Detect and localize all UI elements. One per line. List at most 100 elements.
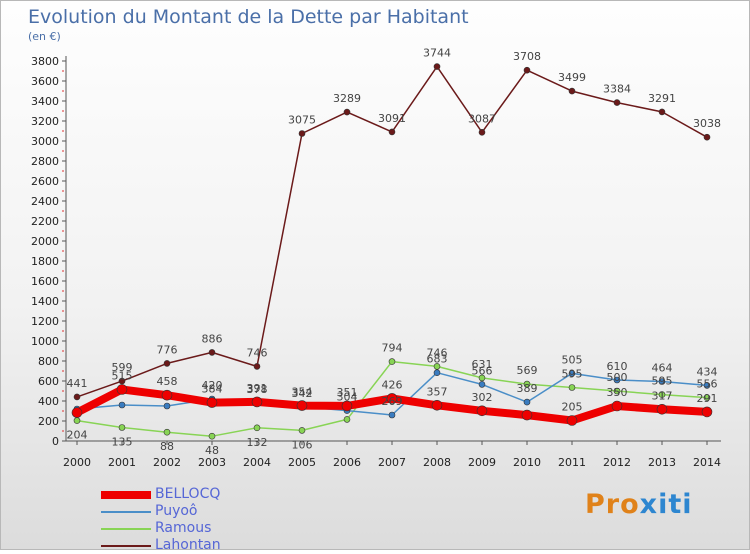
y-tick-label: 1200 (31, 315, 59, 328)
data-point-puyoo (703, 382, 711, 389)
data-point-bellocq (251, 396, 263, 408)
y-tick-label: 1400 (31, 295, 59, 308)
y-minor-tick (62, 270, 64, 272)
data-label-puyoo: 269 (382, 395, 403, 408)
data-label-ramous: 500 (607, 371, 628, 384)
y-minor-tick (62, 170, 64, 172)
data-point-bellocq (116, 384, 128, 395)
data-point-ramous (298, 427, 306, 434)
data-label-lahontan: 599 (112, 361, 133, 374)
y-minor-tick (62, 250, 64, 252)
data-point-lahontan (73, 393, 81, 401)
y-tick-label: 400 (38, 395, 59, 408)
data-label-bellocq: 458 (157, 375, 178, 388)
data-label-lahontan: 3075 (288, 114, 316, 127)
data-label-ramous: 135 (112, 436, 133, 449)
data-label-bellocq: 291 (697, 392, 718, 405)
data-label-puyoo: 566 (472, 364, 493, 377)
y-minor-tick (62, 90, 64, 92)
y-tick-label: 3600 (31, 75, 59, 88)
y-tick-label: 1600 (31, 275, 59, 288)
data-point-lahontan (163, 360, 171, 367)
data-label-puyoo: 434 (697, 365, 718, 378)
x-tick-label: 2013 (648, 456, 676, 469)
x-tick-label: 2011 (558, 456, 586, 469)
data-point-bellocq (521, 409, 533, 421)
data-point-ramous (73, 417, 81, 424)
data-label-puyoo: 610 (607, 360, 628, 373)
data-label-bellocq: 391 (247, 382, 268, 395)
data-label-puyoo: 342 (292, 387, 313, 400)
y-tick-label: 3200 (31, 115, 59, 128)
data-label-lahontan: 3708 (513, 50, 541, 63)
x-tick-label: 2005 (288, 456, 316, 469)
data-point-lahontan (568, 87, 576, 95)
legend-label: Lahontan (155, 537, 221, 553)
y-minor-tick (62, 70, 64, 72)
data-point-bellocq (341, 400, 353, 412)
data-label-puyoo: 304 (337, 391, 358, 404)
data-point-lahontan (658, 108, 666, 116)
data-point-lahontan (343, 108, 351, 116)
data-point-puyoo (433, 369, 441, 377)
data-label-ramous: 556 (697, 378, 718, 391)
data-label-lahontan: 3291 (648, 92, 676, 105)
y-minor-tick (62, 290, 64, 292)
x-tick-label: 2000 (63, 456, 91, 469)
data-point-lahontan (433, 63, 441, 70)
data-point-bellocq (656, 403, 668, 415)
legend-swatch (101, 511, 151, 513)
x-tick-label: 2009 (468, 456, 496, 469)
y-minor-tick (62, 110, 64, 112)
legend-label: Ramous (155, 520, 212, 536)
y-tick-label: 3800 (31, 55, 59, 68)
data-point-bellocq (161, 389, 173, 401)
data-point-ramous (568, 384, 576, 391)
x-tick-label: 2002 (153, 456, 181, 469)
x-tick-label: 2014 (693, 456, 721, 469)
data-label-ramous: 794 (382, 342, 403, 355)
x-tick-label: 2008 (423, 456, 451, 469)
y-minor-tick (62, 330, 64, 332)
y-tick-label: 600 (38, 375, 59, 388)
data-label-ramous: 132 (247, 436, 268, 449)
data-point-ramous (658, 391, 666, 398)
data-point-puyoo (478, 381, 486, 388)
data-point-bellocq (206, 397, 218, 408)
data-label-lahontan: 3087 (468, 112, 496, 125)
x-tick-label: 2003 (198, 456, 226, 469)
y-tick-label: 2000 (31, 235, 59, 248)
data-label-bellocq: 205 (562, 401, 583, 414)
y-minor-tick (62, 150, 64, 152)
data-label-bellocq: 384 (202, 383, 223, 396)
data-label-lahontan: 776 (157, 343, 178, 356)
data-point-ramous (343, 416, 351, 423)
chart-title: Evolution du Montant de la Dette par Hab… (28, 6, 469, 28)
data-label-ramous: 106 (292, 438, 313, 451)
y-tick-label: 1000 (31, 335, 59, 348)
data-label-ramous: 746 (427, 346, 448, 359)
y-tick-label: 2400 (31, 195, 59, 208)
x-tick-label: 2010 (513, 456, 541, 469)
data-point-bellocq (386, 393, 398, 404)
y-minor-tick (62, 410, 64, 412)
data-label-puyoo: 464 (652, 362, 673, 375)
data-label-ramous: 595 (562, 368, 583, 381)
data-point-ramous (523, 380, 531, 388)
data-label-bellocq: 350 (607, 386, 628, 399)
y-minor-tick (62, 350, 64, 352)
data-label-ramous: 595 (652, 375, 673, 388)
data-label-ramous: 204 (67, 429, 88, 442)
data-label-puyoo: 420 (202, 379, 223, 392)
y-tick-label: 2800 (31, 155, 59, 168)
data-point-puyoo (658, 378, 666, 385)
data-point-puyoo (388, 411, 396, 419)
data-label-bellocq: 515 (112, 370, 133, 383)
data-point-lahontan (118, 377, 126, 385)
data-label-puyoo: 683 (427, 353, 448, 366)
x-tick-label: 2004 (243, 456, 271, 469)
y-minor-tick (62, 230, 64, 232)
y-tick-label: 800 (38, 355, 59, 368)
